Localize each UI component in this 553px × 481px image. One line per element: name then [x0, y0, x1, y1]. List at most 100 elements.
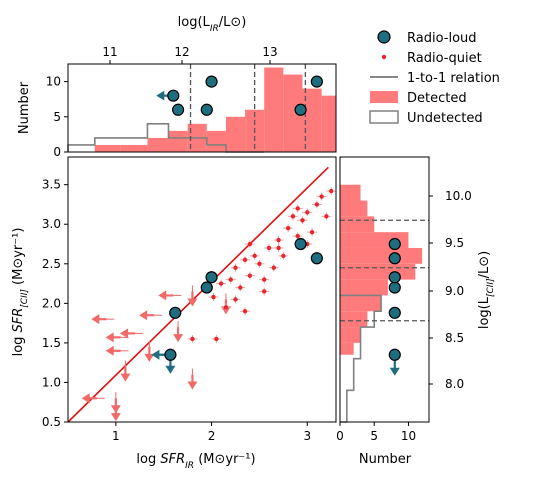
top-panel-frame — [67, 63, 337, 153]
top-radio-loud-limit-arrow-head — [156, 90, 165, 101]
radio-quiet-limit-arrow-head — [105, 332, 114, 343]
radio-quiet-limit-arrow-head — [139, 310, 148, 321]
radio-quiet-point — [329, 188, 334, 194]
legend-radio-loud: Radio-loud — [377, 30, 477, 46]
main-x-tick-label: 2 — [208, 429, 216, 443]
radio-quiet-point — [314, 202, 320, 207]
radio-quiet-point — [233, 297, 238, 302]
right-y-tick-label: 9.5 — [445, 236, 464, 250]
top-detected-bar — [147, 137, 169, 152]
radio-quiet-point — [218, 281, 224, 286]
radio-quiet-point — [281, 253, 286, 259]
main-scatter-content — [67, 166, 337, 423]
legend-one-to-one: 1-to-1 relation — [370, 71, 500, 86]
radio-quiet-point — [233, 265, 238, 270]
legend-radio-quiet: Radio-quiet — [381, 51, 482, 66]
top-radio-loud-point — [294, 103, 307, 116]
radio-quiet-point — [247, 273, 253, 278]
radio-quiet-limit-arrow — [144, 346, 155, 362]
radio-loud-point — [164, 348, 177, 361]
radio-quiet-point — [262, 277, 267, 282]
top-y-tick-label: 5 — [53, 110, 61, 124]
main-scatter-panel: 0.5 1.0 1.5 2.0 2.5 3.0 3.5 1 2 3 log SFRIR (M⊙y… — [11, 156, 337, 471]
radio-quiet-point — [295, 206, 300, 211]
radio-loud-point — [169, 306, 182, 319]
radio-quiet-limit-arrow-head — [105, 345, 114, 356]
legend-radio-quiet-marker — [381, 54, 387, 60]
legend-undetected: Undetected — [369, 110, 483, 126]
radio-quiet-point — [309, 229, 315, 235]
radio-loud-limit-arrow-head — [151, 349, 160, 360]
main-x-tick-label: 3 — [303, 429, 311, 443]
top-histogram-panel: 0 5 10 11 12 13 log(LIR/L⊙) Number — [17, 15, 337, 159]
legend-detected: Detected — [370, 91, 467, 106]
top-axis-label: log(LIR/L⊙) — [178, 15, 247, 34]
top-detected-bar — [168, 130, 188, 152]
right-x-label: Number — [359, 452, 412, 467]
radio-loud-limit-arrow-head — [165, 365, 176, 374]
radio-quiet-point — [242, 309, 248, 314]
top-detected-bar — [283, 74, 303, 152]
right-y-tick-label: 8.5 — [445, 331, 464, 345]
radio-quiet-limit-arrow-head — [81, 393, 90, 404]
legend-radio-loud-label: Radio-loud — [407, 31, 477, 46]
radio-quiet-point — [257, 261, 262, 266]
right-radio-loud-point — [388, 271, 401, 284]
top-radio-loud-point — [310, 75, 323, 88]
legend: Radio-loud Radio-quiet 1-to-1 relation D… — [369, 30, 500, 126]
radio-quiet-limit-arrow — [105, 345, 121, 356]
right-undetected-step — [340, 294, 382, 423]
radio-quiet-limit-arrow-head — [158, 290, 167, 301]
radio-quiet-limit-arrow — [187, 291, 198, 307]
radio-quiet-point — [228, 277, 233, 282]
legend-one-to-one-label: 1-to-1 relation — [407, 71, 500, 86]
radio-quiet-limit-arrow — [120, 328, 135, 339]
top-radio-loud-points — [156, 75, 323, 116]
top-radio-loud-point — [167, 89, 180, 102]
right-detected-bar — [340, 295, 382, 312]
radio-quiet-point — [252, 253, 257, 259]
legend-detected-label: Detected — [407, 91, 467, 106]
top-detected-bar — [206, 130, 226, 152]
radio-quiet-limit-arrow-head — [91, 314, 100, 325]
right-x-tick-label: 5 — [370, 429, 378, 443]
main-x-label: log SFRIR (M⊙yr⁻¹) — [136, 452, 255, 471]
right-dashed-lines — [340, 219, 429, 322]
right-histogram-panel: 0 5 10 8.0 8.5 9.0 9.5 10.0 Number log(L[CII]/… — [336, 156, 496, 467]
right-x-tick-label: 10 — [401, 429, 416, 443]
top-y-tick-label: 0 — [53, 145, 61, 159]
right-radio-loud-point — [388, 306, 401, 319]
right-detected-bar — [340, 200, 368, 217]
right-radio-loud-point — [388, 281, 401, 294]
right-histogram-bars — [340, 184, 423, 423]
radio-quiet-limit-arrow — [173, 327, 184, 343]
legend-undetected-label: Undetected — [407, 111, 483, 126]
top-detected-bar — [302, 88, 322, 152]
right-x-tick-label: 0 — [336, 429, 344, 443]
radio-quiet-point — [300, 218, 305, 223]
radio-quiet-point — [242, 257, 248, 263]
top-y-label: Number — [17, 81, 32, 134]
radio-quiet-limit-arrow — [187, 374, 198, 390]
radio-quiet-limit-arrow-head — [120, 328, 128, 339]
top-y-ticks: 0 5 10 — [46, 75, 68, 159]
radio-quiet-point — [295, 233, 300, 239]
top-x-tick-label: 13 — [262, 45, 277, 59]
top-undetected-step — [67, 123, 265, 153]
top-x-tick-label: 11 — [102, 45, 117, 59]
main-panel-frame — [67, 156, 337, 423]
radio-quiet-limit-arrow — [81, 393, 97, 404]
radio-quiet-limit-arrow-head — [187, 381, 198, 390]
main-y-label: log SFR[CII] (M⊙yr⁻¹) — [11, 228, 30, 357]
top-x-ticks: 11 12 13 — [102, 45, 278, 64]
legend-detected-marker — [370, 91, 398, 103]
main-y-tick-label: 0.5 — [42, 415, 61, 429]
radio-quiet-point — [266, 245, 272, 251]
radio-quiet-point — [285, 225, 291, 231]
radio-quiet-point — [214, 336, 219, 342]
main-y-tick-label: 1.0 — [42, 375, 61, 389]
right-radio-loud-point — [388, 237, 401, 251]
radio-quiet-point — [276, 237, 281, 243]
main-y-tick-label: 3.5 — [42, 178, 61, 192]
top-y-tick-label: 10 — [46, 75, 61, 89]
